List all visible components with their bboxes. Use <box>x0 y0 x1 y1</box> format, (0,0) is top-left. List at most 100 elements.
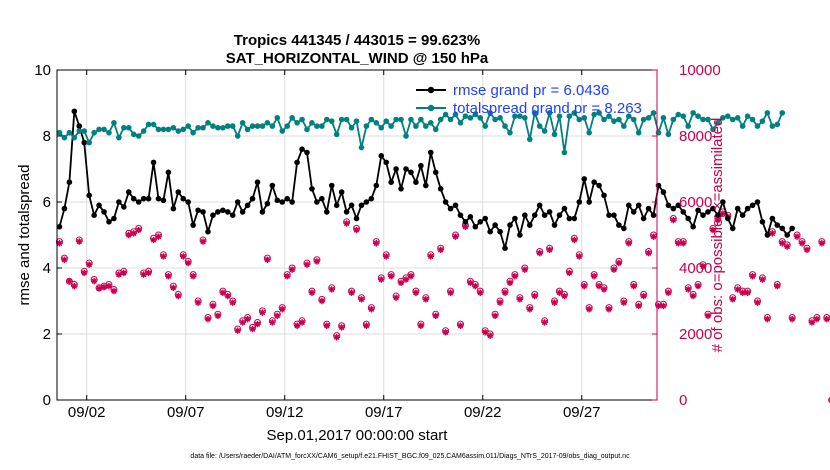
spread-point <box>185 123 191 129</box>
obs-assimilated-point <box>813 315 821 323</box>
spread-point <box>66 129 73 136</box>
obs-assimilated-point <box>180 253 187 260</box>
spread-point <box>650 110 657 116</box>
y-tick-label-left: 10 <box>34 62 51 79</box>
rmse-point <box>581 176 588 182</box>
obs-assimilated-point <box>452 233 459 240</box>
rmse-point <box>234 199 241 205</box>
axis-ticks: 09/02 09/07 09/12 09/17 09/22 09/27 0 2 4 6 8 10 0 20… <box>34 62 720 421</box>
rmse-point <box>586 199 592 205</box>
obs-assimilated-point <box>274 312 281 320</box>
spread-point <box>328 118 335 124</box>
rmse-point <box>200 209 206 215</box>
spread-point <box>61 134 68 141</box>
obs-assimilated-point <box>571 236 578 244</box>
spread-point <box>586 129 592 136</box>
rmse-point <box>383 159 390 166</box>
spread-point <box>76 128 83 134</box>
spread-point <box>596 110 602 116</box>
rmse-point <box>764 232 771 238</box>
spread-point <box>294 120 300 126</box>
rmse-point <box>249 195 256 202</box>
spread-point <box>200 124 206 131</box>
y-tick-label-left: 2 <box>43 326 51 343</box>
rmse-point <box>348 202 355 209</box>
rmse-point <box>205 228 211 235</box>
spread-point <box>487 110 493 116</box>
x-tick-label: 09/22 <box>464 404 502 421</box>
spread-point <box>670 116 677 123</box>
rmse-point <box>140 195 147 202</box>
spread-point <box>749 116 756 123</box>
spread-point <box>556 113 563 119</box>
obs-assimilated-point <box>422 296 430 303</box>
spread-point <box>413 123 419 129</box>
rmse-point <box>442 199 449 205</box>
obs-assimilated-point <box>298 319 306 326</box>
obs-assimilated-point <box>808 319 816 326</box>
rmse-point <box>135 199 142 205</box>
obs-assimilated-point <box>749 273 756 280</box>
spread-point <box>135 133 142 139</box>
spread-point <box>546 110 553 116</box>
y-tick-label-left: 0 <box>43 392 51 409</box>
obs-assimilated-point <box>556 289 563 296</box>
spread-point <box>353 118 360 124</box>
obs-assimilated-point <box>363 322 370 329</box>
rmse-point <box>96 202 102 209</box>
x-tick-label: 09/27 <box>563 404 601 421</box>
spread-point <box>606 113 612 119</box>
rmse-point <box>784 232 790 238</box>
spread-point <box>388 123 394 129</box>
spread-point <box>640 116 647 123</box>
rmse-point <box>259 209 266 215</box>
y-axis-label-right: # of obs: o=possible; ×=assimilated <box>709 118 726 353</box>
spread-point <box>759 118 766 124</box>
spread-point <box>309 120 315 126</box>
spread-point <box>254 123 261 129</box>
spread-point <box>378 124 385 131</box>
rmse-point <box>150 159 157 166</box>
spread-point <box>561 149 568 156</box>
rmse-point <box>502 245 508 251</box>
obs-assimilated-point <box>170 284 177 291</box>
obs-assimilated-point <box>125 231 132 239</box>
obs-assimilated-point <box>605 306 613 313</box>
obs-assimilated-point <box>759 276 766 283</box>
rmse-point <box>497 228 503 235</box>
obs-assimilated-point <box>467 279 474 287</box>
rmse-point <box>432 169 439 176</box>
spread-point <box>111 120 117 126</box>
spread-point <box>690 110 696 116</box>
rmse-point <box>101 209 107 215</box>
obs-assimilated-point <box>779 240 786 247</box>
spread-point <box>616 116 622 123</box>
obs-assimilated-point <box>76 238 83 245</box>
obs-assimilated-point <box>194 299 202 306</box>
obs-assimilated-point <box>229 299 236 306</box>
spread-point <box>447 116 454 123</box>
obs-assimilated-point <box>160 253 167 260</box>
obs-assimilated-point <box>264 256 271 263</box>
rmse-point <box>517 232 523 238</box>
spread-point <box>462 113 469 119</box>
rmse-point <box>739 212 746 218</box>
rmse-point <box>195 207 201 214</box>
rmse-point <box>437 186 444 192</box>
rmse-point <box>165 169 172 176</box>
rmse-point <box>319 195 325 202</box>
spread-point <box>284 123 290 129</box>
rmse-point <box>170 205 177 212</box>
rmse-point <box>616 222 622 228</box>
rmse-point <box>239 209 246 215</box>
obs-assimilated-point <box>561 292 568 300</box>
spread-point <box>264 120 271 126</box>
spread-point <box>621 123 627 129</box>
spread-point <box>319 123 325 129</box>
rmse-point <box>333 202 340 209</box>
obs-assimilated-point <box>581 282 588 290</box>
obs-assimilated-point <box>279 306 286 313</box>
obs-assimilated-point <box>61 256 68 263</box>
rmse-point <box>724 215 731 222</box>
spread-point <box>418 116 424 123</box>
